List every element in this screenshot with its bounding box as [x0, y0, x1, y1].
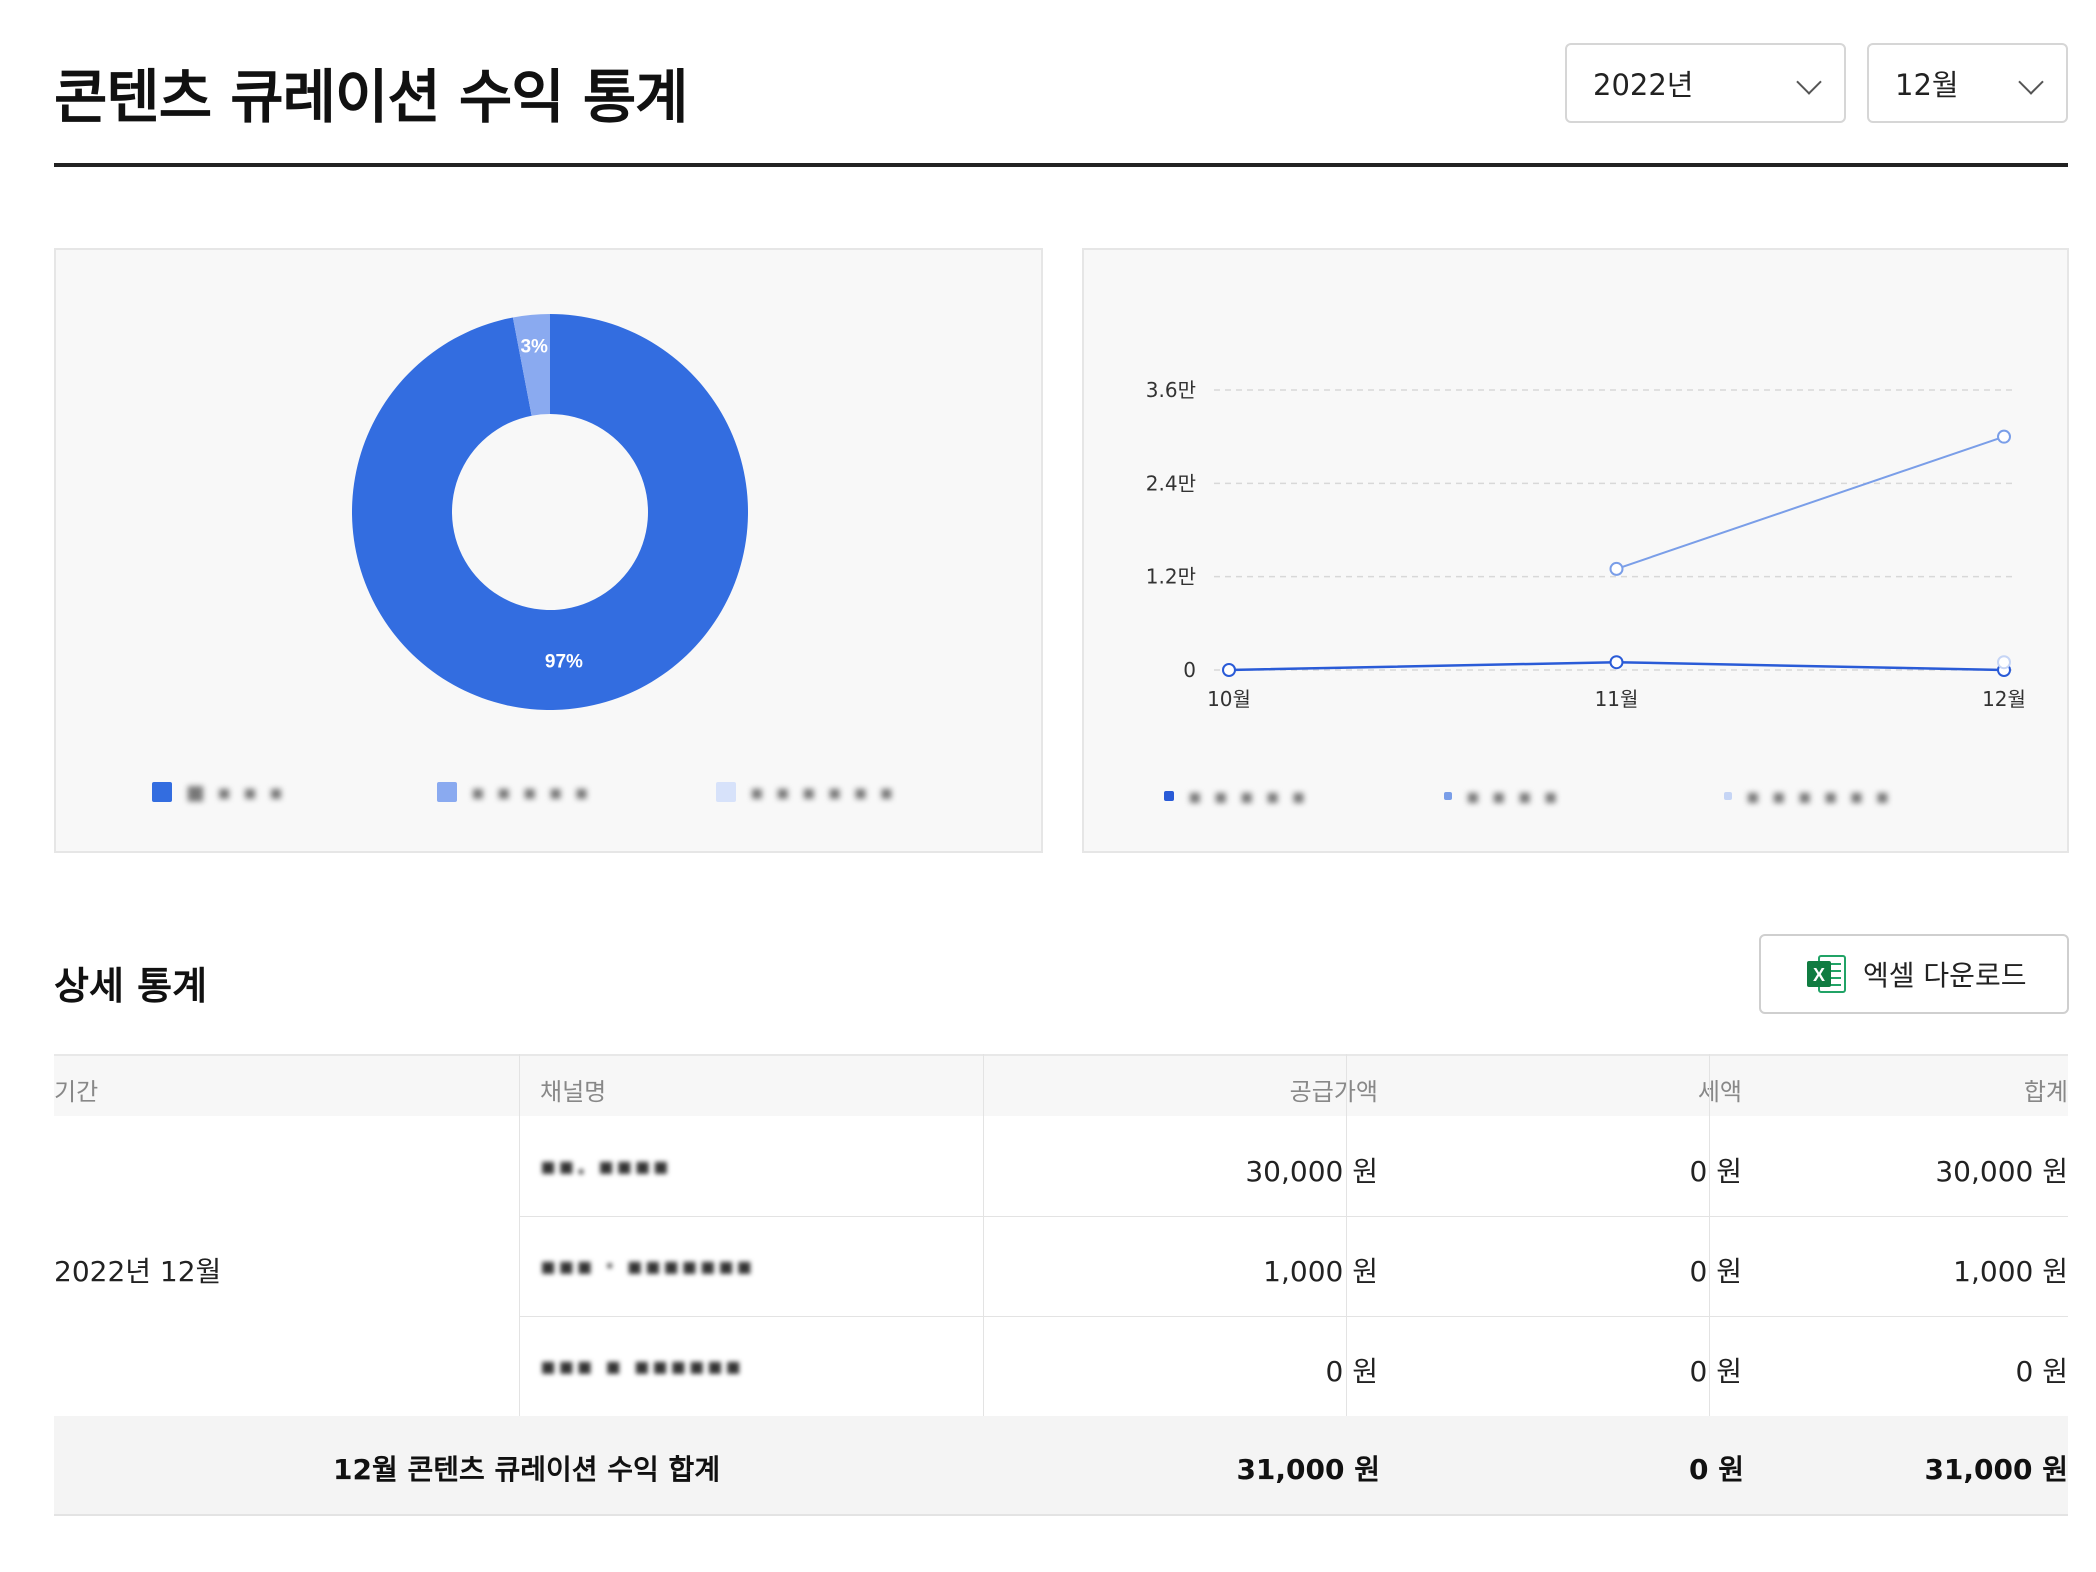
column-header-channel: 채널명 — [540, 1078, 607, 1106]
tax-cell: 0 원 — [1689, 1255, 1742, 1288]
channel-name: ▪▪. ▪▪▪▪ — [540, 1152, 672, 1180]
excel-icon: X — [1805, 954, 1847, 994]
legend-label: ▪ ▪ ▪ ▪ ▪ — [471, 780, 592, 804]
legend-label: ▪ ▪ ▪ ▪ ▪ ▪ — [750, 780, 897, 804]
legend-label: ▪ ▪ ▪ ▪ ▪ ▪ — [1746, 784, 1893, 808]
line-legend-item-3[interactable]: ▪ ▪ ▪ ▪ ▪ ▪ — [1724, 784, 1892, 808]
row-divider — [519, 1216, 2068, 1217]
year-select-value: 2022년 — [1593, 68, 1694, 102]
legend-swatch — [437, 782, 457, 802]
total-sum: 31,000 원 — [1924, 1453, 2068, 1486]
data-point — [1997, 429, 2011, 444]
y-tick-label: 1.2만 — [1146, 565, 1196, 589]
slice-label: 3% — [520, 337, 548, 358]
line-legend-item-1[interactable]: ▪ ▪ ▪ ▪ ▪ — [1164, 784, 1308, 808]
donut-legend-item-1[interactable]: ■ ▪ ▪ ▪ — [152, 780, 286, 804]
donut-legend-item-3[interactable]: ▪ ▪ ▪ ▪ ▪ ▪ — [716, 780, 896, 804]
column-divider — [1709, 1054, 1710, 1416]
total-cell: 1,000 원 — [1953, 1255, 2068, 1288]
donut-legend-item-2[interactable]: ▪ ▪ ▪ ▪ ▪ — [437, 780, 591, 804]
column-header-supply: 공급가액 — [1289, 1078, 1378, 1106]
legend-label: ■ ▪ ▪ ▪ — [186, 780, 286, 804]
donut-chart: 97% 3% — [352, 314, 748, 710]
total-supply: 31,000 원 — [1236, 1453, 1380, 1486]
tax-cell: 0 원 — [1689, 1155, 1742, 1188]
excel-download-button[interactable]: X 엑셀 다운로드 — [1759, 934, 2069, 1014]
total-cell: 30,000 원 — [1935, 1155, 2068, 1188]
line-chart: 0 1.2만 2.4만 3.6만 10월 11월 12월 — [1146, 378, 2026, 711]
excel-download-label: 엑셀 다운로드 — [1863, 959, 2027, 992]
slice-label: 97% — [545, 651, 583, 672]
column-divider — [1346, 1054, 1347, 1416]
chevron-down-icon — [1796, 69, 1822, 95]
total-tax: 0 원 — [1689, 1453, 1744, 1486]
column-divider — [983, 1054, 984, 1416]
tax-cell: 0 원 — [1689, 1355, 1742, 1388]
total-row: 12월 콘텐츠 큐레이션 수익 합계 31,000 원 0 원 31,000 원 — [54, 1416, 2068, 1516]
y-tick-label: 3.6만 — [1146, 378, 1196, 402]
title-divider — [54, 163, 2068, 167]
legend-swatch — [1444, 792, 1452, 800]
page-title: 콘텐츠 큐레이션 수익 통계 — [54, 63, 689, 131]
legend-swatch — [152, 782, 172, 802]
data-point — [1609, 655, 1624, 670]
line-legend-item-2[interactable]: ▪ ▪ ▪ ▪ — [1444, 784, 1560, 808]
y-tick-label: 0 — [1183, 658, 1196, 682]
x-tick-label: 12월 — [1982, 687, 2026, 711]
section-title: 상세 통계 — [54, 964, 208, 1008]
column-header-period: 기간 — [54, 1078, 99, 1106]
legend-swatch — [716, 782, 736, 802]
total-label: 12월 콘텐츠 큐레이션 수익 합계 — [333, 1453, 721, 1486]
donut-slice — [512, 314, 550, 416]
data-point — [1609, 561, 1624, 576]
supply-cell: 1,000 원 — [1263, 1255, 1378, 1288]
svg-text:X: X — [1813, 965, 1825, 985]
supply-cell: 0 원 — [1325, 1355, 1378, 1388]
line-chart-panel: 0 1.2만 2.4만 3.6만 10월 11월 12월 ▪ ▪ ▪ ▪ ▪ ▪ ▪ ▪ ▪… — [1082, 248, 2069, 853]
month-select[interactable]: 12월 — [1867, 43, 2068, 123]
total-cell: 0 원 — [2015, 1355, 2068, 1388]
data-point — [1997, 655, 2011, 670]
legend-label: ▪ ▪ ▪ ▪ — [1466, 784, 1561, 808]
series-line — [1616, 435, 2005, 570]
x-tick-label: 11월 — [1595, 687, 1639, 711]
column-header-total: 합계 — [2023, 1078, 2068, 1106]
supply-cell: 30,000 원 — [1245, 1155, 1378, 1188]
period-cell: 2022년 12월 — [54, 1255, 222, 1288]
legend-swatch — [1164, 791, 1174, 801]
channel-name: ▪▪▪ · ▪▪▪▪▪▪▪ — [540, 1252, 755, 1280]
legend-swatch — [1724, 792, 1732, 800]
year-select[interactable]: 2022년 — [1565, 43, 1846, 123]
donut-chart-panel: 97% 3% ■ ▪ ▪ ▪ ▪ ▪ ▪ ▪ ▪ ▪ ▪ ▪ ▪ ▪ ▪ — [54, 248, 1043, 853]
row-divider — [519, 1316, 2068, 1317]
donut-slice — [352, 314, 748, 710]
y-tick-label: 2.4만 — [1146, 471, 1196, 495]
x-tick-label: 10월 — [1207, 687, 1251, 711]
table-header: 기간 채널명 공급가액 세액 합계 — [54, 1054, 2068, 1116]
channel-name: ▪▪▪ ▪ ▪▪▪▪▪▪ — [540, 1352, 744, 1380]
legend-label: ▪ ▪ ▪ ▪ ▪ — [1188, 784, 1309, 808]
data-point — [1222, 663, 1236, 677]
column-divider — [519, 1054, 520, 1416]
column-header-tax: 세액 — [1697, 1078, 1742, 1106]
month-select-value: 12월 — [1895, 68, 1959, 102]
chevron-down-icon — [2018, 69, 2044, 95]
